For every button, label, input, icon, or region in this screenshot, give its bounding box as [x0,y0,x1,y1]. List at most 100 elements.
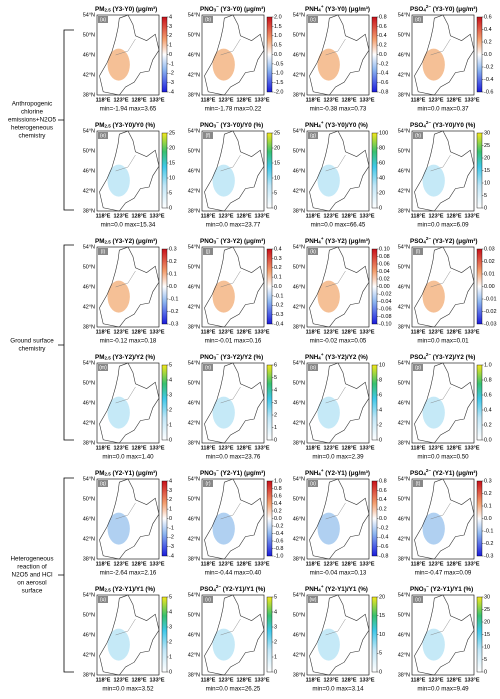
title-rest: (Y3-Y0) (μg/m³) [219,6,266,13]
lat-label: 42°N [398,304,410,310]
panel-letter-box [413,364,423,371]
colorbar-tick-label: -0.8 [379,553,388,559]
colorbar-tick-label: 1.0 [484,362,492,368]
title-rest: (Y2-Y1)/Y1 (%) [323,586,367,593]
title-superscript: 2− [426,4,432,9]
colorbar-tick-label: -0.2 [274,523,283,529]
lat-label: 38°N [188,556,200,562]
lat-label: 38°N [293,208,305,214]
lon-label: 123°E [323,329,338,335]
title-species: PSO [410,354,423,361]
lon-label: 123°E [218,329,233,335]
province-border [115,38,136,56]
region-outline [204,362,265,444]
title-subscript: 4 [423,124,426,129]
map-frame [201,14,265,96]
map-frame [96,362,160,444]
map-shading [317,396,340,429]
lon-label: 128°E [341,97,356,103]
lat-label: 46°N [83,168,95,174]
province-border [220,386,241,404]
lon-label: 133°E [254,329,269,335]
lon-label: 118°E [411,213,426,219]
panel-letter-box [308,596,318,603]
lon-label: 133°E [464,97,479,103]
lat-label: 38°N [398,672,410,678]
region-outline [414,246,475,328]
colorbar-tick-label: -0.6 [484,89,493,95]
colorbar-tick-label: 0.0 [274,516,282,522]
colorbar-tick-label: -1.5 [274,80,283,86]
colorbar-tick-label: 0.08 [379,254,390,260]
lon-label: 133°E [254,445,269,451]
lat-label: 50°N [83,148,95,154]
lat-label: 42°N [188,72,200,78]
lat-label: 46°N [188,168,200,174]
panel-title: PM2.5 (Y2-Y1)/Y1 (%) [95,586,155,593]
colorbar-tick-label: 15 [169,160,175,166]
lon-label: 133°E [149,213,164,219]
lon-label: 123°E [323,561,338,567]
colorbar-tick-label: -0.6 [379,544,388,550]
map-panel: PSO42− (Y2-Y1)/Y1 (%)(v)54°N50°N46°N42°N… [188,584,277,692]
title-superscript: − [426,584,429,589]
colorbar-tick-label: 2 [169,497,172,503]
lon-label: 133°E [359,677,374,683]
title-subscript: 2.5 [104,472,111,477]
colorbar [161,248,168,325]
panel-title: PNO3− (Y3-Y2)/Y2 (%) [200,352,263,361]
colorbar-tick-label: -3 [169,80,174,86]
panel-letter-box [308,480,318,487]
min-max-label: min=-0.04 max=0.13 [310,570,367,577]
colorbar-tick-label: 20 [169,145,175,151]
colorbar-tick-label: 6 [379,392,382,398]
title-rest: (Y3-Y0)/Y0 (%) [431,122,475,129]
colorbar-tick-label: -0.4 [484,77,493,83]
colorbar-tick-label: 0.4 [484,27,492,33]
lon-label: 133°E [254,97,269,103]
colorbar-tick-label: 0.6 [484,14,492,20]
title-rest: (Y2-Y1) (μg/m³) [431,470,478,477]
lat-label: 38°N [293,440,305,446]
lat-label: 50°N [293,612,305,618]
min-max-label: min=-2.64 max=2.16 [100,570,157,577]
lon-label: 128°E [236,97,251,103]
title-rest: (Y3-Y0)/Y0 (%) [323,122,367,129]
min-max-label: min=0.0 max=9.49 [417,686,469,693]
colorbar-tick-label: -0.5 [274,61,283,67]
lat-label: 46°N [398,516,410,522]
lon-label: 123°E [323,213,338,219]
panel-letter-box [98,248,108,255]
lat-label: 50°N [188,612,200,618]
colorbar-tick-label: -0.06 [379,306,392,312]
map-panel: PNH4+ (Y2-Y1) (μg/m³) (s) 54°N 50°N 46°N 42°N… [293,468,389,576]
panel-letter-box [203,16,213,23]
colorbar-tick-label: 10 [274,175,280,181]
panel-letter-box [413,248,423,255]
panel-letter-box [413,16,423,23]
lat-label: 50°N [398,148,410,154]
colorbar-tick-label: -0.3 [169,321,178,327]
colorbar-tick-label: -4 [169,553,174,559]
panel-letter: (l) [416,249,421,255]
colorbar-tick-label: 0 [274,437,277,443]
colorbar [266,132,273,209]
min-max-label: min=-0.02 max=0.05 [310,338,367,345]
colorbar-tick-label: 10 [379,632,385,638]
colorbar-tick-label: 0.4 [274,501,282,507]
colorbar-tick-label: -0.4 [274,531,283,537]
colorbar-tick-label: 60 [379,160,385,166]
colorbar-tick-label: 3 [169,624,172,630]
lat-label: 54°N [398,244,410,250]
colorbar-tick-label: 20 [379,594,385,600]
lat-label: 50°N [293,496,305,502]
colorbar-tick-label: 0.1 [484,503,492,509]
group-label: heterogeneous [11,125,53,132]
map-panel: PSO42− (Y3-Y0) (μg/m³) (d) 54°N 50°N 46°N 42°… [398,4,494,112]
min-max-label: min=0.0 max=3.14 [312,686,364,693]
panel-letter: (n) [205,365,211,371]
map-shading [212,48,235,81]
colorbar-tick-label: 0.0 [274,284,282,290]
title-species: PNO [410,586,424,593]
map-shading [422,512,445,545]
